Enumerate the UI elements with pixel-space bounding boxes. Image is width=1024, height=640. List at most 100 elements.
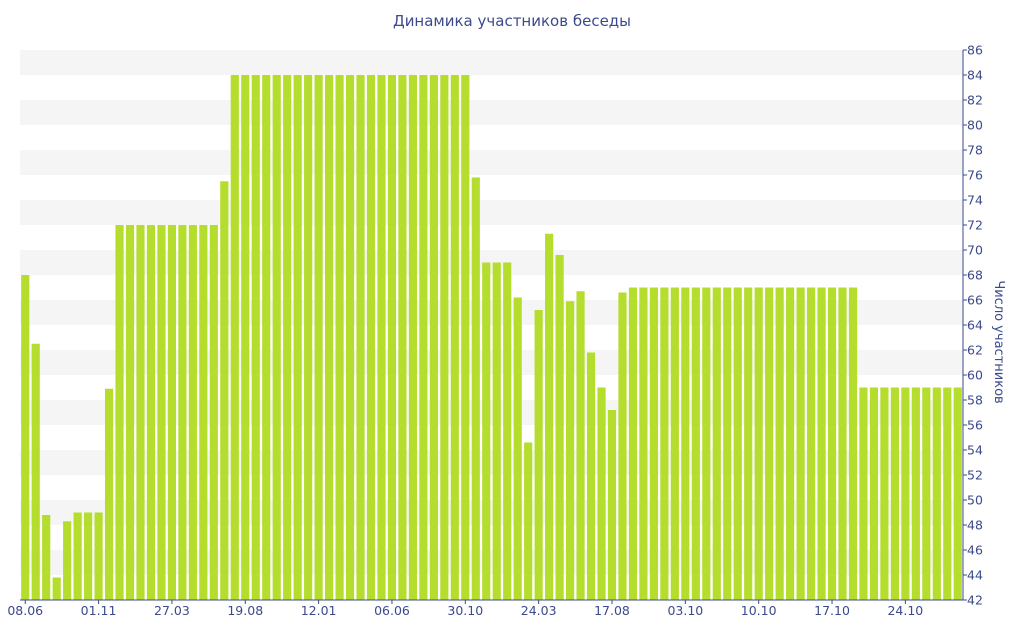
- bar[interactable]: [440, 75, 449, 600]
- bar[interactable]: [199, 225, 208, 600]
- x-axis: 08.06 01.11 27.03 19.08 12.01 06.06 30.10 24.03…: [7, 599, 963, 618]
- bar[interactable]: [848, 287, 858, 601]
- bar[interactable]: [21, 275, 30, 600]
- chart-title: Динамика участников беседы: [392, 12, 632, 30]
- bar[interactable]: [262, 75, 271, 600]
- bar[interactable]: [188, 225, 197, 600]
- bar[interactable]: [345, 75, 355, 600]
- bar[interactable]: [73, 512, 82, 601]
- bar[interactable]: [943, 387, 952, 601]
- bar[interactable]: [115, 225, 124, 600]
- bar[interactable]: [765, 287, 774, 601]
- bar[interactable]: [890, 387, 899, 601]
- bar[interactable]: [314, 75, 323, 600]
- bar[interactable]: [545, 233, 554, 600]
- bar[interactable]: [932, 387, 941, 601]
- bar[interactable]: [471, 177, 480, 601]
- bar[interactable]: [827, 287, 837, 601]
- bar[interactable]: [63, 521, 72, 600]
- bar[interactable]: [461, 75, 470, 600]
- bar[interactable]: [786, 287, 795, 601]
- bar[interactable]: [335, 75, 344, 600]
- bar[interactable]: [806, 287, 816, 601]
- bar[interactable]: [649, 287, 658, 601]
- bar[interactable]: [607, 410, 617, 600]
- bar[interactable]: [408, 75, 417, 600]
- bar[interactable]: [146, 225, 156, 600]
- bar[interactable]: [555, 255, 564, 600]
- bar[interactable]: [670, 287, 679, 601]
- bar[interactable]: [482, 262, 491, 601]
- bar[interactable]: [492, 262, 501, 601]
- bar[interactable]: [94, 512, 103, 601]
- bar[interactable]: [859, 387, 868, 601]
- bar[interactable]: [125, 225, 135, 600]
- bar[interactable]: [566, 301, 575, 600]
- bar[interactable]: [251, 75, 260, 600]
- bar[interactable]: [712, 287, 721, 601]
- bar[interactable]: [691, 287, 700, 601]
- bar[interactable]: [838, 287, 847, 601]
- y-tick-label: 66: [967, 293, 983, 308]
- bar[interactable]: [628, 287, 638, 601]
- bar[interactable]: [450, 75, 459, 600]
- bar[interactable]: [880, 387, 889, 601]
- bar[interactable]: [178, 225, 187, 600]
- bar[interactable]: [31, 343, 40, 600]
- bar[interactable]: [429, 75, 438, 600]
- bar[interactable]: [293, 75, 302, 600]
- bar[interactable]: [220, 181, 229, 600]
- bar[interactable]: [618, 292, 627, 601]
- bar[interactable]: [377, 75, 386, 600]
- y-tick-label: 56: [967, 418, 983, 433]
- bar[interactable]: [744, 287, 753, 601]
- bar[interactable]: [524, 442, 533, 601]
- bar[interactable]: [283, 75, 292, 600]
- bar[interactable]: [419, 75, 428, 600]
- bar[interactable]: [325, 75, 334, 600]
- bar[interactable]: [702, 287, 711, 601]
- bar[interactable]: [922, 387, 931, 601]
- y-tick-label: 44: [967, 568, 983, 583]
- bar[interactable]: [136, 225, 145, 600]
- bar[interactable]: [104, 388, 114, 600]
- bar[interactable]: [241, 75, 250, 600]
- bar[interactable]: [230, 75, 239, 600]
- bar[interactable]: [775, 287, 784, 601]
- bar[interactable]: [911, 387, 920, 601]
- y-tick-label: 82: [967, 93, 983, 108]
- bar[interactable]: [681, 287, 690, 601]
- bar[interactable]: [503, 262, 512, 601]
- bar[interactable]: [953, 387, 962, 601]
- bar[interactable]: [901, 387, 910, 601]
- y-tick-label: 62: [967, 343, 983, 358]
- bar[interactable]: [660, 287, 669, 601]
- bar[interactable]: [796, 287, 805, 601]
- bar[interactable]: [209, 225, 218, 600]
- bar[interactable]: [869, 387, 879, 601]
- bar[interactable]: [639, 287, 648, 601]
- bar[interactable]: [597, 387, 606, 601]
- bar[interactable]: [52, 577, 61, 601]
- bar[interactable]: [733, 287, 742, 601]
- bar[interactable]: [84, 512, 93, 601]
- x-tick-label: 06.06: [374, 603, 410, 618]
- bar[interactable]: [586, 352, 596, 601]
- bar[interactable]: [534, 310, 543, 600]
- bar[interactable]: [398, 75, 407, 600]
- bar[interactable]: [576, 291, 585, 600]
- bar[interactable]: [304, 75, 313, 600]
- bar[interactable]: [817, 287, 826, 601]
- bar[interactable]: [513, 297, 522, 601]
- bar[interactable]: [356, 75, 365, 600]
- bar[interactable]: [272, 75, 281, 600]
- bar[interactable]: [157, 225, 166, 600]
- bar[interactable]: [754, 287, 763, 601]
- bar[interactable]: [723, 287, 732, 601]
- bar[interactable]: [42, 515, 51, 600]
- bar[interactable]: [387, 75, 397, 600]
- bar[interactable]: [167, 225, 177, 600]
- bar[interactable]: [366, 75, 376, 600]
- x-tick-label: 12.01: [301, 603, 337, 618]
- x-tick-label: 08.06: [7, 603, 43, 618]
